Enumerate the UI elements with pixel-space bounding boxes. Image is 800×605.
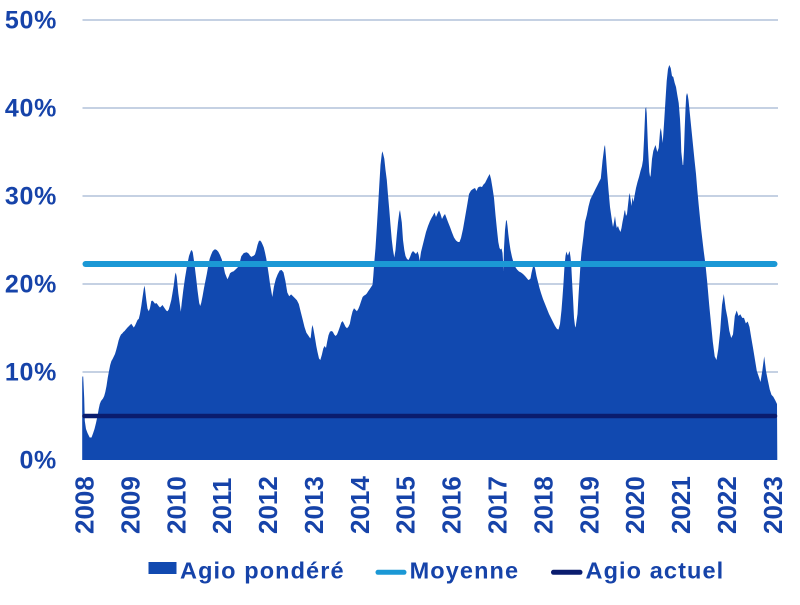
svg-text:2015: 2015: [391, 476, 421, 534]
svg-text:2021: 2021: [666, 476, 696, 534]
svg-text:2020: 2020: [620, 476, 650, 534]
svg-text:2009: 2009: [115, 476, 145, 534]
svg-text:Agio pondéré: Agio pondéré: [180, 557, 345, 583]
svg-text:2010: 2010: [161, 476, 191, 534]
svg-text:2017: 2017: [483, 476, 513, 534]
svg-text:2014: 2014: [345, 476, 375, 534]
svg-text:10%: 10%: [5, 359, 57, 387]
svg-text:2019: 2019: [574, 476, 604, 534]
svg-text:0%: 0%: [19, 447, 57, 475]
svg-text:2011: 2011: [207, 478, 237, 534]
svg-text:2016: 2016: [437, 476, 467, 534]
svg-text:50%: 50%: [5, 7, 57, 35]
svg-text:2008: 2008: [70, 476, 100, 534]
svg-text:2012: 2012: [253, 476, 283, 534]
svg-text:20%: 20%: [5, 271, 57, 299]
svg-text:2022: 2022: [712, 476, 742, 534]
svg-text:Agio actuel: Agio actuel: [586, 557, 725, 583]
svg-text:2013: 2013: [299, 476, 329, 534]
svg-text:2023: 2023: [758, 476, 788, 534]
svg-text:40%: 40%: [5, 95, 57, 123]
svg-text:2018: 2018: [528, 476, 558, 534]
svg-text:Moyenne: Moyenne: [410, 557, 520, 583]
svg-text:30%: 30%: [5, 183, 57, 211]
